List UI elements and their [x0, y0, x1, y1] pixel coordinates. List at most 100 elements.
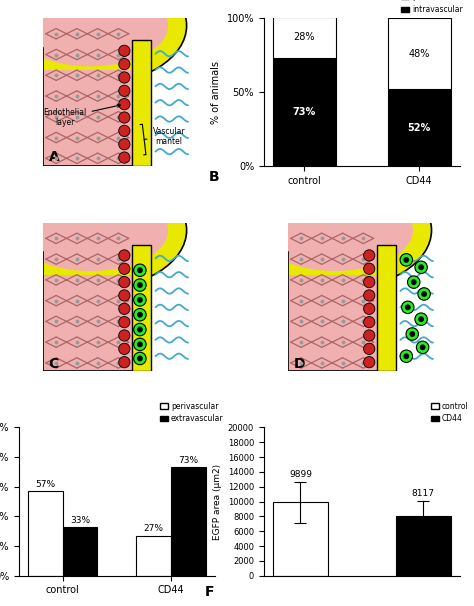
Text: F: F	[205, 585, 215, 599]
Y-axis label: EGFP area (μm2): EGFP area (μm2)	[213, 464, 222, 539]
Circle shape	[118, 316, 130, 328]
Text: Endothelial
layer: Endothelial layer	[44, 104, 120, 127]
Bar	[273, 58, 336, 167]
Circle shape	[422, 291, 426, 296]
Circle shape	[401, 301, 414, 313]
Bar	[273, 502, 328, 576]
Text: C: C	[49, 357, 59, 371]
FancyBboxPatch shape	[288, 230, 384, 371]
Circle shape	[118, 303, 130, 315]
Text: 57%: 57%	[35, 480, 55, 489]
Text: 28%: 28%	[293, 33, 315, 42]
Circle shape	[419, 317, 423, 321]
Circle shape	[410, 332, 414, 336]
Circle shape	[400, 254, 412, 266]
Circle shape	[118, 45, 130, 56]
FancyBboxPatch shape	[288, 275, 389, 371]
Circle shape	[134, 279, 146, 291]
FancyBboxPatch shape	[377, 245, 396, 371]
Circle shape	[415, 313, 428, 325]
Circle shape	[364, 250, 375, 261]
Legend: control, CD44: control, CD44	[428, 399, 472, 427]
Circle shape	[134, 324, 146, 336]
Circle shape	[134, 294, 146, 306]
Circle shape	[406, 328, 419, 340]
Circle shape	[137, 313, 142, 317]
Text: 27%: 27%	[144, 524, 164, 533]
Circle shape	[408, 276, 420, 288]
Circle shape	[400, 350, 412, 362]
Text: 73%: 73%	[179, 456, 199, 465]
Circle shape	[137, 268, 142, 273]
Text: 33%: 33%	[70, 516, 90, 525]
Circle shape	[118, 139, 130, 150]
Bar	[137, 536, 171, 576]
Circle shape	[404, 354, 409, 359]
Bar	[171, 467, 206, 576]
Circle shape	[134, 308, 146, 321]
FancyBboxPatch shape	[132, 41, 151, 167]
Circle shape	[118, 72, 130, 83]
Text: B: B	[209, 170, 219, 184]
Circle shape	[137, 298, 142, 302]
Circle shape	[118, 99, 130, 110]
Circle shape	[137, 342, 142, 347]
Bar	[388, 89, 451, 167]
Circle shape	[134, 338, 146, 351]
Circle shape	[416, 341, 429, 353]
Circle shape	[420, 345, 425, 350]
Circle shape	[118, 330, 130, 341]
Circle shape	[404, 258, 409, 262]
Circle shape	[118, 85, 130, 96]
Text: D: D	[293, 357, 305, 371]
Bar	[388, 18, 451, 89]
Circle shape	[118, 343, 130, 355]
Circle shape	[134, 264, 146, 276]
Legend: perivascular, intravascular: perivascular, intravascular	[398, 0, 466, 18]
FancyBboxPatch shape	[43, 275, 144, 371]
FancyBboxPatch shape	[43, 25, 139, 167]
Text: Vascular
mantel: Vascular mantel	[140, 124, 185, 155]
Circle shape	[364, 303, 375, 315]
Text: 48%: 48%	[409, 48, 430, 59]
Text: 8117: 8117	[412, 488, 435, 498]
Bar	[396, 516, 451, 576]
Legend: perivascular, extravascular: perivascular, extravascular	[157, 399, 227, 427]
Text: 73%: 73%	[293, 107, 316, 118]
Ellipse shape	[0, 171, 187, 290]
Circle shape	[364, 343, 375, 355]
Y-axis label: % of animals: % of animals	[211, 61, 221, 124]
Ellipse shape	[12, 190, 168, 271]
Bar	[28, 491, 63, 576]
Circle shape	[364, 263, 375, 275]
Ellipse shape	[0, 0, 187, 85]
FancyBboxPatch shape	[132, 245, 151, 371]
Bar	[273, 17, 336, 58]
Circle shape	[364, 276, 375, 288]
Circle shape	[118, 112, 130, 123]
Circle shape	[118, 125, 130, 136]
Circle shape	[137, 327, 142, 331]
Circle shape	[118, 290, 130, 301]
Circle shape	[118, 152, 130, 163]
Circle shape	[137, 283, 142, 287]
Circle shape	[137, 356, 142, 361]
Bar	[63, 527, 97, 576]
Ellipse shape	[257, 190, 413, 271]
Circle shape	[406, 305, 410, 310]
Circle shape	[418, 288, 430, 300]
Circle shape	[419, 265, 423, 270]
Text: A: A	[49, 150, 59, 164]
Circle shape	[118, 263, 130, 275]
Circle shape	[134, 352, 146, 365]
Circle shape	[364, 356, 375, 368]
Circle shape	[118, 59, 130, 70]
Text: 9899: 9899	[289, 470, 312, 479]
Text: 52%: 52%	[408, 123, 431, 133]
FancyBboxPatch shape	[43, 230, 139, 371]
Circle shape	[118, 250, 130, 261]
Circle shape	[118, 356, 130, 368]
Circle shape	[364, 330, 375, 341]
FancyBboxPatch shape	[43, 70, 144, 167]
Ellipse shape	[12, 0, 168, 67]
